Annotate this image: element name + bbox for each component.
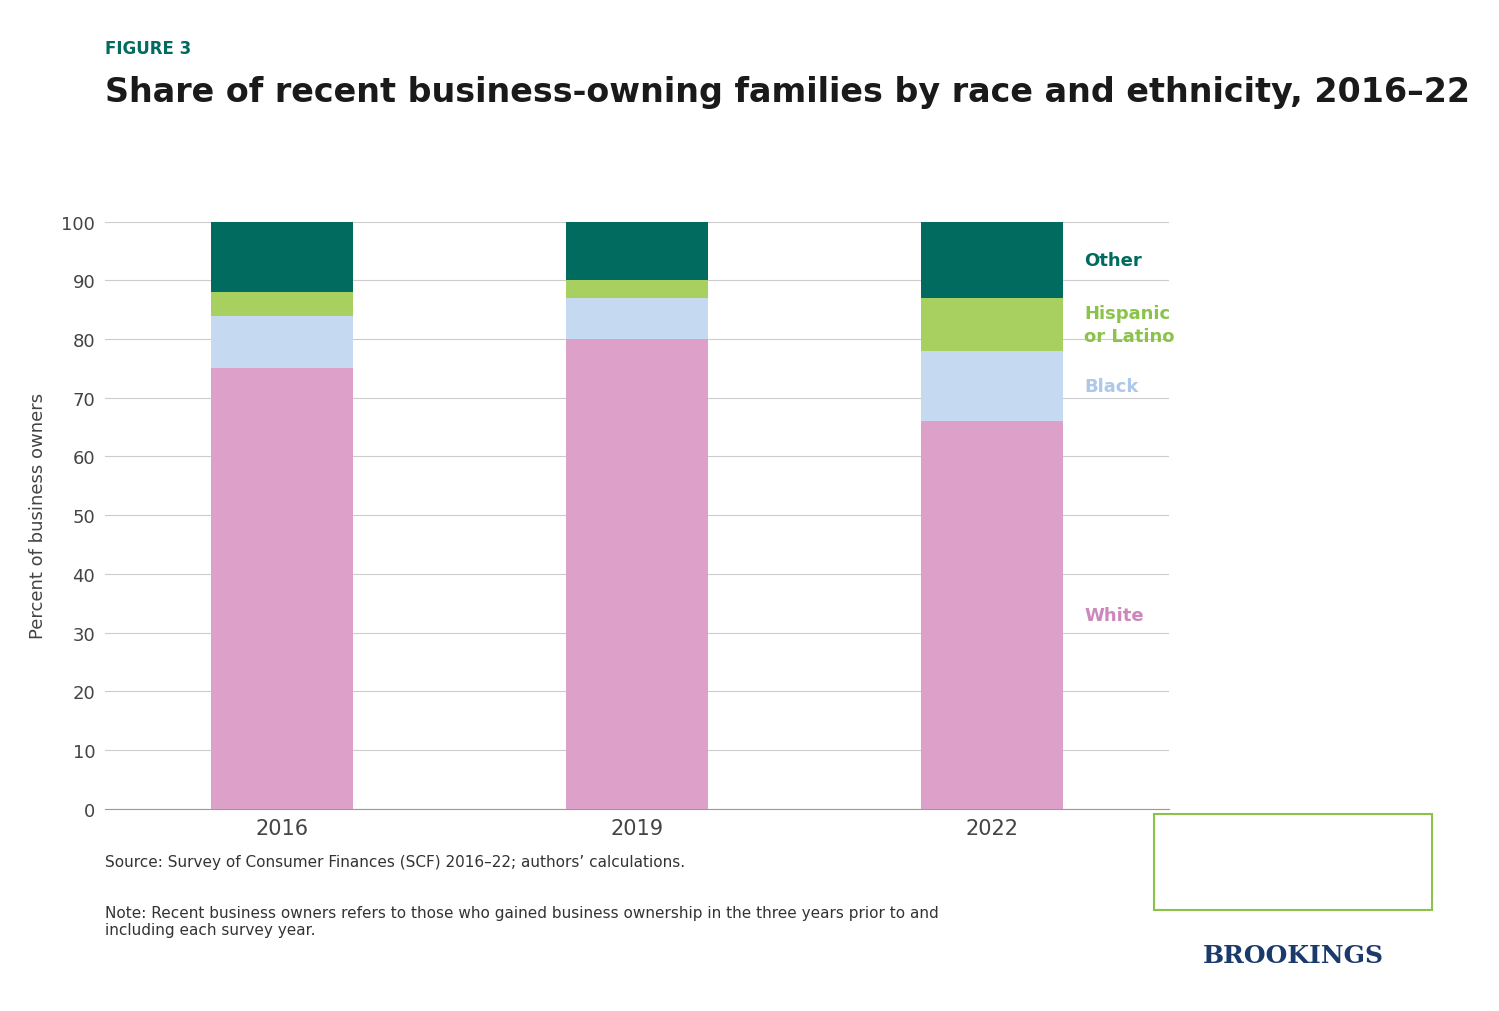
Bar: [567, 298, 708, 340]
Text: White: White: [1084, 607, 1144, 624]
Bar: [567, 340, 708, 809]
Bar: [211, 316, 354, 369]
Bar: [211, 293, 354, 316]
Text: Source: Survey of Consumer Finances (SCF) 2016–22; authors’ calculations.: Source: Survey of Consumer Finances (SCF…: [105, 854, 685, 869]
Bar: [920, 352, 1063, 422]
Text: BROOKINGS: BROOKINGS: [1202, 943, 1384, 968]
Text: FIGURE 3: FIGURE 3: [105, 40, 192, 59]
Text: Share of recent business-owning families by race and ethnicity, 2016–22: Share of recent business-owning families…: [105, 76, 1471, 109]
Bar: [567, 222, 708, 281]
Bar: [920, 222, 1063, 298]
Bar: [920, 422, 1063, 809]
Bar: [920, 298, 1063, 352]
Y-axis label: Percent of business owners: Percent of business owners: [30, 392, 48, 639]
Text: Black: Black: [1084, 378, 1138, 395]
Text: Other: Other: [1084, 252, 1142, 270]
Text: HAMILTON: HAMILTON: [1241, 851, 1345, 868]
Bar: [567, 281, 708, 298]
Text: PROJECT: PROJECT: [1267, 884, 1319, 894]
Bar: [211, 369, 354, 809]
Text: Hispanic
or Latino: Hispanic or Latino: [1084, 304, 1175, 346]
Bar: [211, 222, 354, 293]
Text: THE: THE: [1280, 826, 1306, 836]
Text: Note: Recent business owners refers to those who gained business ownership in th: Note: Recent business owners refers to t…: [105, 905, 938, 937]
